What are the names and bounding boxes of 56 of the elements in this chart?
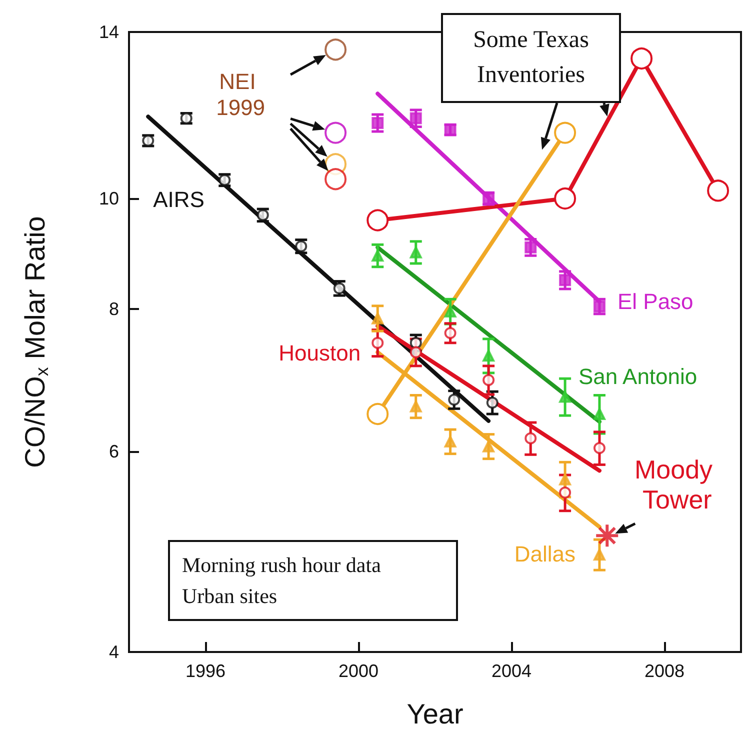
point (559, 274, 572, 286)
point (366, 209, 389, 232)
point (410, 400, 422, 412)
point (324, 168, 347, 190)
point (410, 246, 422, 258)
point (593, 442, 606, 454)
point (593, 548, 606, 561)
annotation: Morning rush hour data Urban sites (182, 552, 382, 610)
point (559, 390, 572, 403)
point (707, 180, 730, 202)
point (410, 346, 422, 358)
point (524, 432, 537, 444)
series-label: San Antonio (578, 364, 698, 390)
point (559, 486, 572, 499)
point (554, 122, 576, 144)
point (559, 473, 572, 486)
annotation: Some Texas Inventories (472, 26, 590, 90)
point (410, 336, 422, 349)
x-tick-label: 1996 (185, 661, 226, 681)
series-label: AIRS (153, 187, 204, 212)
point (372, 336, 384, 349)
text: NEI 1999 (216, 69, 266, 120)
point (410, 112, 422, 124)
y-tick-label: 10 (98, 188, 119, 209)
y-tick-label: 14 (98, 22, 119, 42)
point (593, 300, 606, 312)
point (554, 188, 576, 210)
y-axis-title: CO/NOx Molar Ratio (20, 216, 52, 468)
point (372, 116, 384, 129)
point (366, 403, 389, 426)
point (630, 48, 653, 70)
point (324, 38, 347, 61)
point (444, 436, 456, 448)
x-tick-label: 2000 (338, 661, 379, 681)
point (482, 374, 495, 386)
point (372, 250, 384, 262)
x-axis-title: Year (406, 698, 464, 730)
y-tick-label: 4 (108, 642, 119, 662)
series-label: Moody Tower (634, 454, 720, 515)
y-tick-label: 6 (108, 441, 119, 462)
y-tick-label: 8 (108, 298, 119, 319)
point (486, 396, 498, 409)
series-label: Dallas (514, 541, 576, 566)
point (324, 122, 347, 144)
point (372, 312, 384, 324)
point (444, 305, 456, 318)
series-label: El Paso (617, 289, 694, 314)
x-tick-label: 2004 (491, 661, 532, 681)
point (448, 394, 460, 406)
series-label: Houston (278, 340, 361, 366)
point (482, 350, 495, 362)
point (482, 440, 495, 452)
point (593, 408, 606, 420)
point (444, 327, 456, 340)
point (524, 241, 537, 254)
x-tick-label: 2008 (644, 661, 685, 681)
